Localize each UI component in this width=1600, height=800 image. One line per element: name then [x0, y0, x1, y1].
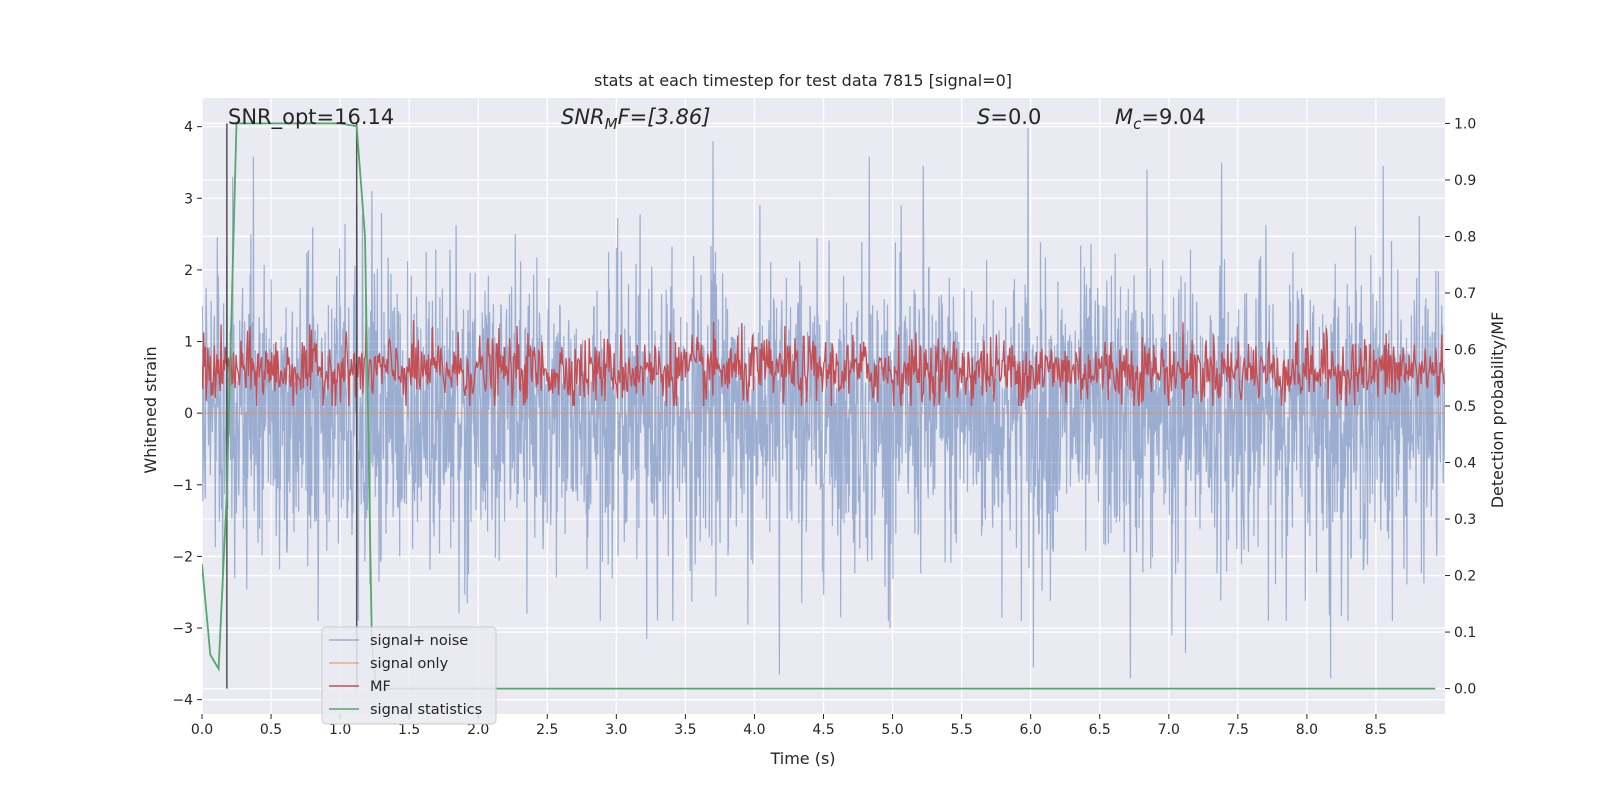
legend-box — [321, 626, 497, 725]
x-tick-label-6.0: 6.0 — [1020, 722, 1042, 738]
x-tick-label-3.5: 3.5 — [674, 722, 696, 738]
grid — [201, 98, 1445, 714]
mf-line — [202, 320, 1445, 407]
x-axis-ticks: 0.0 0.5 1.0 1.5 2.0 2.5 3.0 3.5 4.0 4.5 5.0 5.5 6.0 6… — [191, 714, 1387, 738]
y2-tick-label-0.4: 0.4 — [1454, 456, 1476, 472]
y2-tick-label-0.9: 0.9 — [1454, 173, 1476, 189]
mc-subscript: c — [1133, 115, 1142, 133]
x-tick-label-5.0: 5.0 — [881, 722, 903, 738]
x-tick-label-8.5: 8.5 — [1365, 722, 1387, 738]
y2-tick-label-0.2: 0.2 — [1454, 569, 1476, 585]
s-annotation: S=0.0 — [977, 105, 1041, 129]
legend-label-signal-statistics: signal statistics — [370, 702, 482, 718]
x-tick-label-7.0: 7.0 — [1158, 722, 1180, 738]
y2-axis-ticks: 1.0 0.9 0.8 0.7 0.6 0.5 0.4 0.3 0.2 0.1 0.0 — [1445, 116, 1476, 698]
y2-tick-label-1.0: 1.0 — [1454, 116, 1476, 132]
y-tick-label-0: 0 — [184, 406, 193, 422]
y2-axis-label: Detection probability/MF — [1488, 312, 1507, 509]
y2-tick-label-0.3: 0.3 — [1454, 512, 1476, 528]
y-axis-label: Whitened strain — [141, 346, 160, 473]
y2-tick-label-0.1: 0.1 — [1454, 625, 1476, 641]
legend-label-mf: MF — [370, 679, 391, 695]
x-axis-label: Time (s) — [769, 749, 835, 768]
series-mf — [202, 320, 1445, 407]
y-tick-label-3: 3 — [184, 191, 193, 207]
legend-label-signal-only: signal only — [370, 656, 449, 672]
snr-mf-value: F=[3.86] — [618, 105, 711, 129]
x-tick-label-2.5: 2.5 — [536, 722, 558, 738]
x-tick-label-0.0: 0.0 — [191, 722, 213, 738]
y2-tick-label-0.6: 0.6 — [1454, 342, 1476, 358]
y-tick-label-1: 1 — [184, 335, 193, 351]
vertical-markers — [226, 123, 358, 689]
y-tick-label--1: −1 — [172, 478, 193, 494]
legend-label-signal-noise: signal+ noise — [370, 633, 468, 649]
legend: signal+ noise signal only MF signal stat… — [321, 626, 497, 725]
mc-annotation: Mc=9.04 — [1115, 105, 1206, 133]
x-tick-label-7.5: 7.5 — [1227, 722, 1249, 738]
y-tick-label--3: −3 — [172, 621, 193, 637]
x-tick-label-6.5: 6.5 — [1089, 722, 1111, 738]
y-tick-label--4: −4 — [172, 693, 193, 709]
snr-opt-annotation: SNR_opt=16.14 — [228, 105, 394, 130]
x-tick-label-4.5: 4.5 — [812, 722, 834, 738]
x-tick-label-8.0: 8.0 — [1296, 722, 1318, 738]
x-tick-label-1.0: 1.0 — [329, 722, 351, 738]
y-tick-label-4: 4 — [184, 120, 193, 136]
snr-mf-annotation: SNRMF=[3.86] — [561, 105, 710, 133]
s-symbol: S — [977, 105, 990, 129]
y-tick-label-2: 2 — [184, 263, 193, 279]
x-tick-label-5.5: 5.5 — [950, 722, 972, 738]
y2-tick-label-0.5: 0.5 — [1454, 399, 1476, 415]
snr-mf-symbol: SNR — [561, 105, 605, 129]
snr-mf-subscript: M — [605, 115, 618, 133]
x-tick-label-1.5: 1.5 — [398, 722, 420, 738]
x-tick-label-3.0: 3.0 — [605, 722, 627, 738]
x-tick-label-0.5: 0.5 — [260, 722, 282, 738]
chart-title: stats at each timestep for test data 781… — [594, 71, 1012, 90]
y-tick-label--2: −2 — [172, 549, 193, 565]
signal-noise-line — [202, 128, 1445, 679]
y2-tick-label-0.8: 0.8 — [1454, 229, 1476, 245]
y2-tick-label-0.7: 0.7 — [1454, 286, 1476, 302]
series-signal-noise — [202, 128, 1445, 679]
mc-symbol: M — [1115, 105, 1133, 129]
y-axis-ticks: 4 3 2 1 0 −1 −2 −3 −4 — [172, 120, 202, 709]
x-tick-label-2.0: 2.0 — [467, 722, 489, 738]
s-value: =0.0 — [990, 105, 1041, 129]
y2-tick-label-0.0: 0.0 — [1454, 682, 1476, 698]
x-tick-label-4.0: 4.0 — [743, 722, 765, 738]
mc-value: =9.04 — [1141, 105, 1205, 129]
